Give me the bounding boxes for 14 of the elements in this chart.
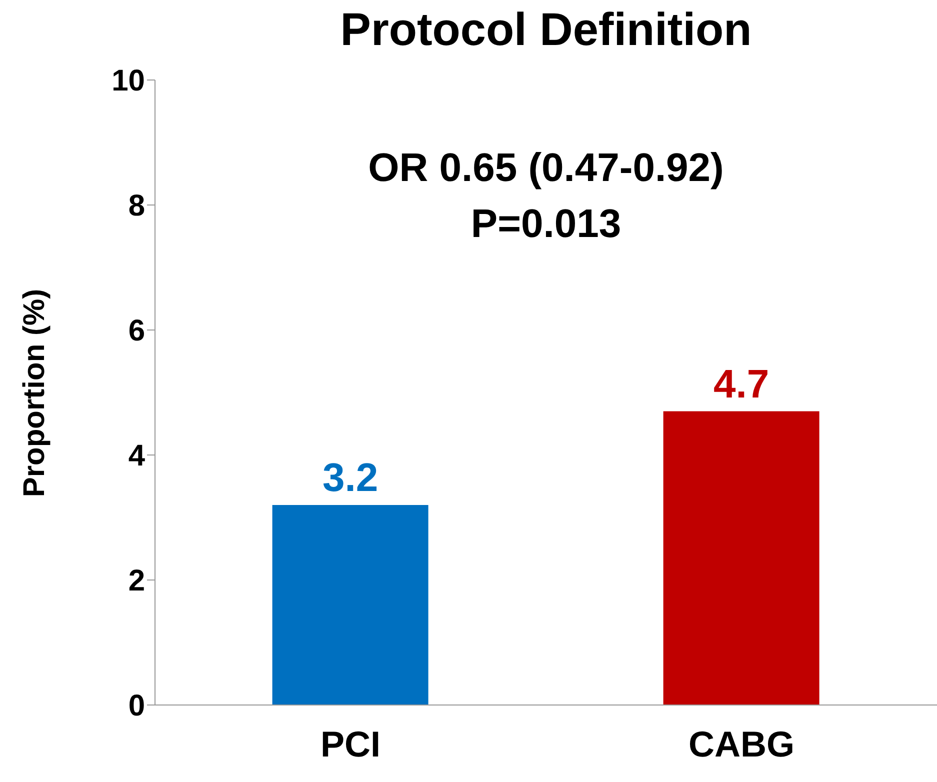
y-tick-label: 10 [112,64,145,98]
y-tick-label: 2 [128,564,145,598]
data-label: 3.2 [322,456,378,500]
x-tick-label: PCI [320,724,381,765]
y-tick-label: 0 [128,690,145,723]
y-tick-label: 6 [128,314,145,348]
y-tick-label: 4 [128,440,146,473]
y-tick-label: 8 [128,190,145,223]
chart-title: Protocol Definition [339,2,753,56]
x-tick-label: CABG [688,724,794,765]
data-label: 4.7 [713,362,770,406]
annotation: OR 0.65 (0.47-0.92) [367,145,725,192]
annotation: P=0.013 [470,201,622,248]
y-axis-title: Proportion (%) [17,287,52,499]
